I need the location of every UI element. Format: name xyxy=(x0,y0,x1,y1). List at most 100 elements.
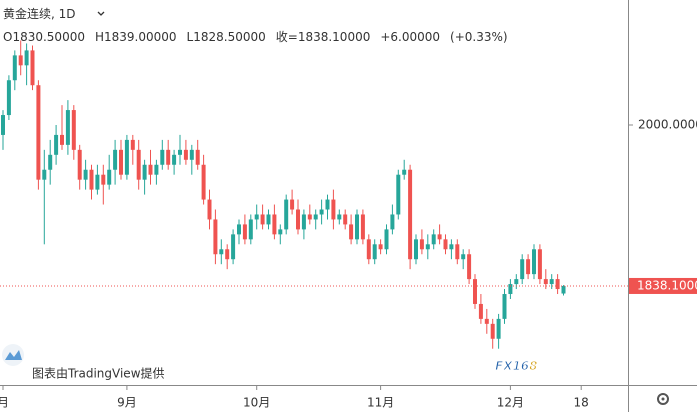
candle xyxy=(461,249,466,270)
candle xyxy=(178,134,182,165)
candle xyxy=(502,289,507,324)
candle-body xyxy=(378,244,383,250)
settings-icon[interactable] xyxy=(657,393,669,405)
candle xyxy=(467,249,472,285)
candle-body xyxy=(142,164,147,180)
last-price-box xyxy=(629,277,697,294)
candle xyxy=(83,159,88,190)
candle xyxy=(30,45,35,91)
candle xyxy=(278,224,283,245)
candle xyxy=(42,149,47,245)
candle xyxy=(130,134,135,165)
candle-body xyxy=(467,254,472,280)
candle-body xyxy=(83,169,88,180)
candle xyxy=(402,159,407,180)
candle xyxy=(366,234,371,265)
candle-body xyxy=(107,169,112,185)
candle-body xyxy=(166,149,171,165)
candle-body xyxy=(561,285,566,294)
candle xyxy=(48,139,53,185)
candle xyxy=(113,139,118,185)
candle-body xyxy=(343,214,348,225)
candle-body xyxy=(65,110,70,145)
candle xyxy=(437,224,442,245)
x-tick-label: 18 xyxy=(574,396,589,410)
candle xyxy=(384,224,389,255)
candle-body xyxy=(425,244,430,250)
candle-body xyxy=(154,164,159,175)
logo-bg xyxy=(2,344,24,366)
candle-body xyxy=(42,169,47,180)
candle xyxy=(455,239,460,265)
candle xyxy=(473,274,477,309)
candle xyxy=(284,194,289,235)
candle xyxy=(313,209,318,230)
candle-body xyxy=(526,259,531,275)
candle xyxy=(266,209,271,230)
candle-body xyxy=(248,219,253,240)
candle-body xyxy=(408,169,413,260)
plot-area xyxy=(1,40,566,349)
candle-body xyxy=(502,294,507,319)
candle xyxy=(490,318,495,349)
candle xyxy=(378,239,383,255)
candle-body xyxy=(189,149,194,160)
candle xyxy=(24,43,29,86)
candle-body xyxy=(431,234,436,245)
candle-body xyxy=(396,174,401,215)
candle xyxy=(520,254,525,285)
watermark-part: FX16 xyxy=(495,359,529,373)
candle xyxy=(355,209,359,245)
candle xyxy=(36,80,41,190)
candle xyxy=(237,219,241,245)
candle-body xyxy=(496,318,501,339)
candle xyxy=(272,204,277,240)
candle-body xyxy=(278,229,283,235)
gear-center[interactable] xyxy=(661,397,665,401)
candle-body xyxy=(130,139,135,150)
x-tick-label: 11月 xyxy=(367,396,394,410)
candle-body xyxy=(12,55,17,81)
x-tick-label: 10月 xyxy=(243,396,270,410)
candle-body xyxy=(355,214,359,240)
candle-body xyxy=(372,244,377,260)
candle-body xyxy=(366,239,371,260)
candle xyxy=(419,229,424,255)
candle xyxy=(443,234,448,255)
legend: 黄金连续, 1D xyxy=(3,6,76,21)
candle xyxy=(508,279,513,299)
legend-value: O1830.50000 xyxy=(3,30,85,44)
symbol[interactable]: 黄金连续, 1D xyxy=(3,6,76,21)
candle xyxy=(390,204,395,235)
candle-body xyxy=(307,214,312,220)
watermark-part: 8 xyxy=(529,359,537,373)
x-tick-label: 9月 xyxy=(117,396,137,410)
candle-body xyxy=(77,149,82,180)
candle-body xyxy=(18,55,23,66)
candle-body xyxy=(549,279,554,285)
candle-body xyxy=(301,214,306,230)
candle xyxy=(148,149,153,185)
candle-body xyxy=(520,259,525,280)
candle-body xyxy=(136,149,141,180)
candle xyxy=(307,204,312,225)
candle xyxy=(296,199,300,235)
candle xyxy=(119,139,123,180)
candle-body xyxy=(254,214,259,220)
candle xyxy=(225,244,230,270)
candle-body xyxy=(272,214,277,235)
candle-body xyxy=(183,149,188,160)
candle xyxy=(231,229,236,265)
candle-body xyxy=(95,174,100,190)
candle xyxy=(242,214,247,245)
candle xyxy=(160,139,165,170)
candle xyxy=(260,204,265,230)
candle xyxy=(360,209,365,245)
candle-body xyxy=(443,239,448,250)
candle-body xyxy=(89,169,94,190)
gear[interactable] xyxy=(657,393,669,405)
candle-body xyxy=(414,239,418,260)
candle-body xyxy=(260,214,265,225)
candle-body xyxy=(172,154,177,165)
